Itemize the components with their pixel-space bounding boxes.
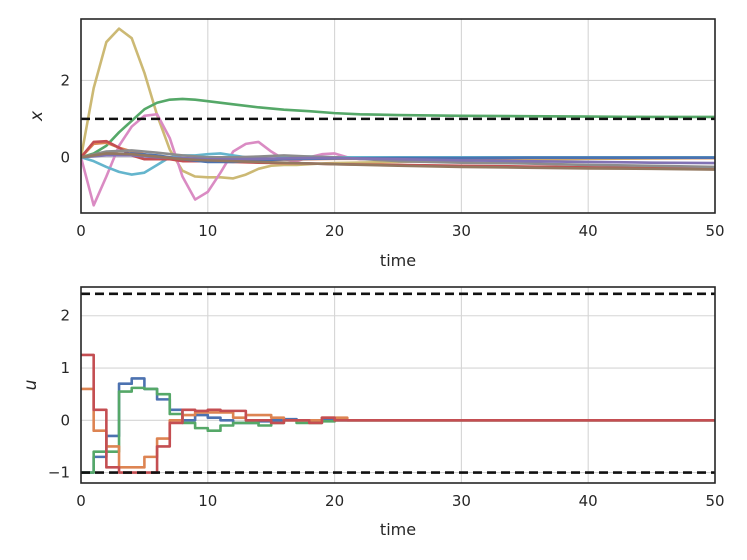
x-tick-label: 0	[76, 222, 86, 240]
x-tick-label: 50	[705, 222, 724, 240]
input-plot-xlabel: time	[380, 520, 416, 539]
input-plot-reference-lines	[81, 292, 715, 474]
x-tick-label: 10	[198, 222, 217, 240]
input-plot-ylabel: u	[21, 379, 41, 390]
state-plot-ticks: 0 10 20 30 40 50 0 2	[60, 71, 724, 240]
state-plot-xlabel: time	[380, 251, 416, 270]
series-line	[81, 149, 715, 169]
x-tick-label: 40	[579, 222, 598, 240]
x-tick-label: 0	[76, 492, 86, 510]
input-plot: 0 10 20 30 40 50 −1 0 1 2 time u	[21, 286, 725, 539]
x-tick-label: 30	[452, 222, 471, 240]
state-plot-frame	[80, 18, 716, 214]
series-line	[81, 152, 715, 171]
x-tick-label: 20	[325, 492, 344, 510]
y-tick-label: 2	[60, 307, 70, 325]
series-line	[81, 387, 715, 469]
x-tick-label: 10	[198, 492, 217, 510]
y-tick-label: 0	[60, 148, 70, 166]
x-tick-label: 30	[452, 492, 471, 510]
input-plot-area	[81, 287, 715, 483]
x-tick-label: 40	[579, 492, 598, 510]
x-tick-label: 50	[705, 492, 724, 510]
y-tick-label: 0	[60, 411, 70, 429]
y-tick-label: 2	[60, 71, 70, 89]
x-tick-label: 20	[325, 222, 344, 240]
input-plot-ticks: 0 10 20 30 40 50 −1 0 1 2	[48, 307, 725, 510]
state-plot: 0 10 20 30 40 50 0 2 time x	[27, 18, 725, 270]
y-tick-label: −1	[48, 464, 70, 482]
y-tick-label: 1	[60, 359, 70, 377]
series-line	[81, 97, 715, 159]
state-plot-ylabel: x	[27, 110, 47, 122]
state-plot-series	[81, 27, 715, 207]
input-plot-frame	[80, 286, 716, 484]
